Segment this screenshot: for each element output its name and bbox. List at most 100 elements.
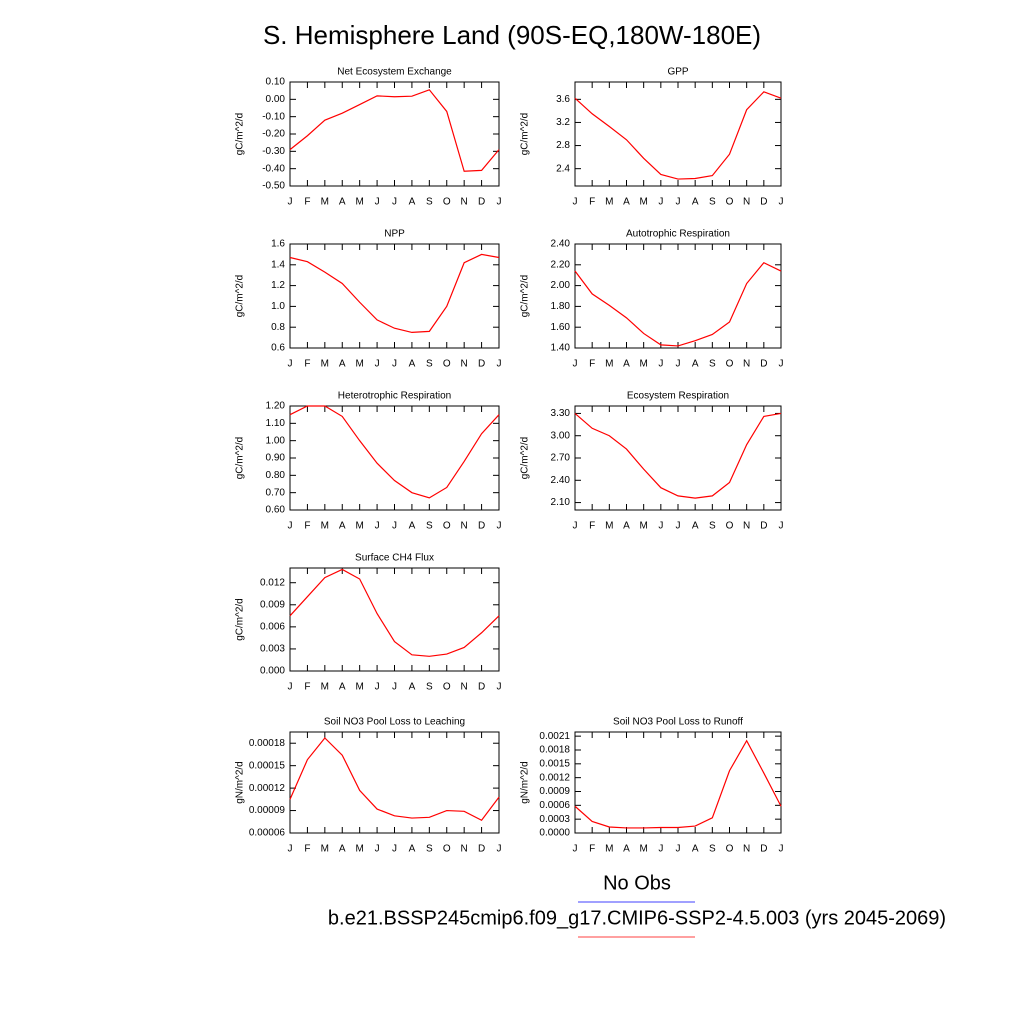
y-tick-label: 0.00015 [249, 760, 286, 771]
x-tick-label: N [461, 359, 468, 370]
x-tick-label: J [658, 359, 663, 370]
y-tick-label: 1.0 [271, 301, 285, 312]
x-tick-label: S [709, 844, 716, 855]
x-tick-label: J [676, 197, 681, 208]
x-tick-label: S [426, 197, 433, 208]
x-tick-label: S [426, 844, 433, 855]
y-tick-label: 1.10 [266, 418, 286, 429]
data-line [289, 405, 500, 499]
legend-label: b.e21.BSSP245cmip6.f09_g17.CMIP6-SSP2-4.… [328, 907, 946, 929]
panel-title: Autotrophic Respiration [626, 229, 730, 240]
x-tick-label: J [779, 359, 784, 370]
plot-frame [289, 405, 500, 511]
x-tick-label: J [497, 682, 502, 693]
x-tick-label: J [573, 844, 578, 855]
x-tick-label: J [779, 197, 784, 208]
x-tick-label: A [409, 682, 416, 693]
data-line [574, 739, 782, 829]
x-tick-label: J [392, 682, 397, 693]
panel-title: Surface CH4 Flux [355, 553, 434, 564]
x-tick-label: J [573, 359, 578, 370]
x-tick-label: M [639, 197, 647, 208]
y-tick-label: 0.009 [260, 599, 285, 610]
plot-frame [289, 567, 500, 672]
x-tick-label: M [355, 197, 363, 208]
x-tick-label: A [692, 844, 699, 855]
x-tick-label: J [375, 197, 380, 208]
panel-title: Heterotrophic Respiration [338, 391, 451, 402]
x-tick-label: J [288, 844, 293, 855]
panel-title: Soil NO3 Pool Loss to Leaching [324, 717, 465, 728]
y-tick-label: 0.0012 [539, 772, 570, 783]
x-tick-label: A [339, 682, 346, 693]
x-tick-label: J [497, 844, 502, 855]
x-tick-label: D [478, 682, 485, 693]
x-tick-label: N [743, 844, 750, 855]
x-tick-label: O [726, 359, 734, 370]
x-tick-label: M [605, 197, 613, 208]
x-tick-label: N [461, 197, 468, 208]
data-line [289, 89, 500, 172]
x-tick-label: J [375, 844, 380, 855]
x-tick-label: D [478, 521, 485, 532]
y-tick-label: 0.006 [260, 621, 285, 632]
x-tick-label: O [443, 682, 451, 693]
y-tick-label: 2.40 [551, 239, 571, 250]
y-tick-label: 0.0006 [539, 800, 570, 811]
y-tick-label: 0.0009 [539, 786, 570, 797]
y-tick-label: -0.30 [262, 146, 285, 157]
x-tick-label: D [760, 359, 767, 370]
x-tick-label: J [779, 521, 784, 532]
x-tick-label: A [692, 197, 699, 208]
x-tick-label: O [443, 521, 451, 532]
y-tick-label: 2.70 [551, 453, 571, 464]
x-tick-label: M [355, 521, 363, 532]
y-axis-label: gC/m^2/d [235, 437, 246, 480]
y-axis-label: gN/m^2/d [235, 761, 246, 804]
x-tick-label: S [709, 359, 716, 370]
y-tick-label: 0.6 [271, 343, 285, 354]
y-tick-label: -0.10 [262, 111, 285, 122]
x-tick-label: A [692, 521, 699, 532]
x-tick-label: M [639, 359, 647, 370]
x-tick-label: A [339, 197, 346, 208]
x-tick-label: J [392, 844, 397, 855]
x-tick-label: F [589, 359, 595, 370]
y-tick-label: 1.6 [271, 239, 285, 250]
x-tick-label: D [478, 359, 485, 370]
x-tick-label: O [726, 197, 734, 208]
x-tick-label: A [623, 197, 630, 208]
x-tick-label: A [409, 521, 416, 532]
x-tick-label: A [623, 844, 630, 855]
y-tick-label: 0.00018 [249, 738, 286, 749]
y-tick-label: 0.000 [260, 666, 285, 677]
y-tick-label: 3.00 [551, 430, 571, 441]
x-tick-label: D [760, 521, 767, 532]
x-tick-label: O [443, 844, 451, 855]
x-tick-label: D [478, 197, 485, 208]
x-tick-label: M [321, 844, 329, 855]
y-tick-label: 1.80 [551, 301, 571, 312]
x-tick-label: J [288, 521, 293, 532]
x-tick-label: N [461, 521, 468, 532]
x-tick-label: N [743, 359, 750, 370]
x-tick-label: J [573, 197, 578, 208]
x-tick-label: M [605, 844, 613, 855]
x-tick-label: N [461, 682, 468, 693]
y-tick-label: 2.40 [551, 475, 571, 486]
y-tick-label: 2.8 [556, 140, 570, 151]
y-axis-label: gN/m^2/d [520, 761, 531, 804]
y-tick-label: -0.20 [262, 129, 285, 140]
y-axis-label: gC/m^2/d [520, 275, 531, 318]
plot-frame [574, 243, 782, 349]
x-tick-label: A [623, 521, 630, 532]
y-tick-label: 0.8 [271, 322, 285, 333]
x-tick-label: A [409, 844, 416, 855]
x-tick-label: J [676, 359, 681, 370]
panel-title: GPP [667, 67, 688, 78]
y-tick-label: 2.4 [556, 163, 570, 174]
y-tick-label: 2.00 [551, 280, 571, 291]
y-tick-label: 1.00 [266, 435, 286, 446]
x-tick-label: M [321, 682, 329, 693]
